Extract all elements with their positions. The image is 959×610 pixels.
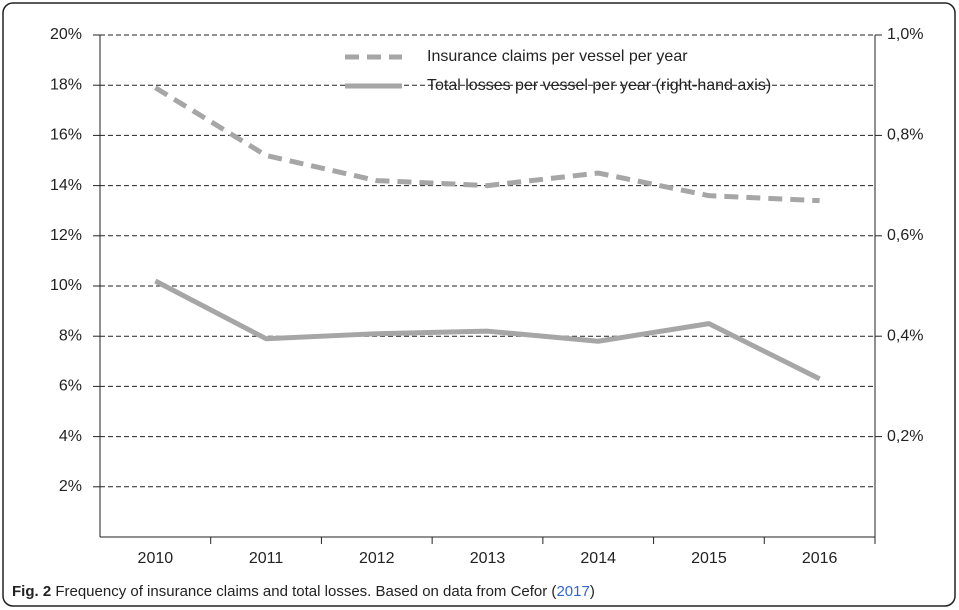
series-line bbox=[154, 278, 821, 382]
y2-tick-label: 0,2% bbox=[887, 428, 923, 445]
y-tick-label: 8% bbox=[59, 327, 82, 344]
x-tick-label: 2015 bbox=[691, 550, 727, 567]
y-tick-label: 6% bbox=[59, 378, 82, 395]
y2-tick-label: 0,4% bbox=[887, 327, 923, 344]
caption: Fig. 2 Frequency of insurance claims and… bbox=[12, 583, 595, 600]
y-tick-label: 10% bbox=[50, 277, 82, 294]
caption-close: ) bbox=[590, 583, 595, 600]
caption-text: Frequency of insurance claims and total … bbox=[55, 583, 556, 600]
legend-label: Insurance claims per vessel per year bbox=[427, 48, 688, 65]
series-line bbox=[154, 85, 820, 204]
y2-tick-label: 0,8% bbox=[887, 127, 923, 144]
y-tick-label: 20% bbox=[50, 26, 82, 43]
x-tick-label: 2016 bbox=[802, 550, 838, 567]
x-tick-label: 2011 bbox=[249, 550, 284, 567]
x-tick-label: 2013 bbox=[470, 550, 506, 567]
caption-label: Fig. 2 bbox=[12, 583, 51, 600]
y-tick-label: 12% bbox=[50, 227, 82, 244]
legend-label: Total losses per vessel per year (right-… bbox=[427, 77, 771, 94]
x-tick-label: 2010 bbox=[138, 550, 174, 567]
y-tick-label: 14% bbox=[50, 177, 82, 194]
x-tick-label: 2012 bbox=[359, 550, 395, 567]
y-tick-label: 16% bbox=[50, 127, 82, 144]
y-tick-label: 2% bbox=[59, 478, 82, 495]
y2-tick-label: 1,0% bbox=[887, 26, 923, 43]
y2-tick-label: 0,6% bbox=[887, 227, 923, 244]
x-tick-label: 2014 bbox=[580, 550, 616, 567]
caption-ref[interactable]: 2017 bbox=[556, 583, 589, 600]
y-tick-label: 4% bbox=[59, 428, 82, 445]
y-tick-label: 18% bbox=[50, 76, 82, 93]
